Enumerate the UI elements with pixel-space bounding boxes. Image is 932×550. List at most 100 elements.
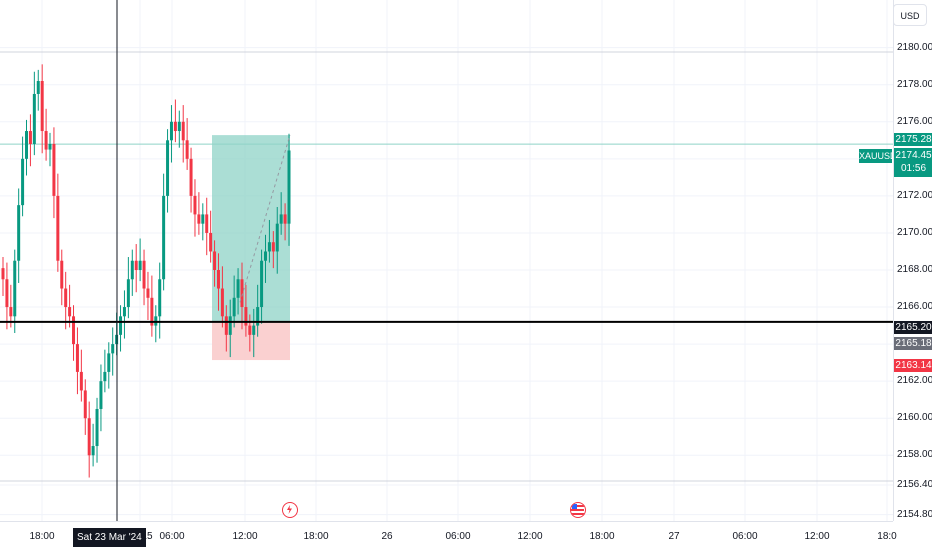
price-tick-label: 2168.00 xyxy=(897,264,932,275)
time-scale[interactable]: 18:0000:1506:0012:0018:002606:0012:0018:… xyxy=(0,521,897,550)
time-tick-label: 18:0 xyxy=(877,531,897,542)
candle-body xyxy=(197,214,201,224)
crosshair-price-tag: 2165.20 xyxy=(894,321,932,334)
candle-body xyxy=(64,288,68,308)
candle-body xyxy=(111,344,115,354)
candle-body xyxy=(142,260,146,289)
candle-body xyxy=(72,316,76,345)
candle-body xyxy=(44,131,48,150)
price-tick-label: 2170.00 xyxy=(897,226,932,238)
candle-body xyxy=(32,93,36,144)
candle-body xyxy=(13,260,17,317)
candle-body xyxy=(83,390,87,419)
candle-body xyxy=(162,195,166,280)
candle-body xyxy=(275,223,279,252)
price-tick-label: 2166.00 xyxy=(897,301,932,313)
candlestick-chart[interactable] xyxy=(0,0,893,521)
economic-event-icon[interactable] xyxy=(282,502,298,518)
candle-body xyxy=(189,158,193,196)
candle-body xyxy=(173,121,177,132)
time-tick-label: 27 xyxy=(668,531,680,542)
candle-body xyxy=(279,214,283,224)
candle-body xyxy=(40,81,44,132)
price-tick-label: 2158.00 xyxy=(897,449,932,461)
candle-body xyxy=(260,260,264,308)
symbol-tag: XAUUSD xyxy=(859,149,893,163)
candle-body xyxy=(169,121,173,141)
candle-body xyxy=(181,121,185,141)
candle-body xyxy=(21,158,25,206)
time-tick-label: 06:00 xyxy=(732,531,758,542)
candle-body xyxy=(193,195,197,215)
candle-body xyxy=(28,131,32,144)
candle-body xyxy=(228,316,232,335)
price-tick-label: 2154.80 xyxy=(897,508,932,520)
current-price-tag: 2174.45 01:56 xyxy=(894,148,932,177)
price-scale[interactable]: USD 2180.002178.002176.002174.002172.002… xyxy=(893,0,932,521)
candle-body xyxy=(25,131,29,159)
currency-button[interactable]: USD xyxy=(893,4,927,26)
candle-body xyxy=(56,195,60,261)
time-tick-label: 06:00 xyxy=(159,531,185,542)
candle-body xyxy=(271,242,275,252)
candle-body xyxy=(122,307,126,317)
candle-body xyxy=(248,325,252,335)
stop-price-tag: 2163.14 xyxy=(894,359,932,372)
candle-body xyxy=(158,279,162,317)
candle-body xyxy=(103,371,107,382)
candle-body xyxy=(244,307,248,326)
candle-body xyxy=(287,150,291,224)
candle-body xyxy=(267,242,271,252)
candle-body xyxy=(150,297,154,326)
time-tick-label: 12:00 xyxy=(517,531,543,542)
candle-body xyxy=(236,279,240,298)
us-flag-event-icon[interactable] xyxy=(570,502,586,518)
price-tick-label: 2162.00 xyxy=(897,375,932,387)
candle-body xyxy=(52,144,56,196)
price-tick-label: 2160.00 xyxy=(897,412,932,424)
candle-body xyxy=(240,279,244,308)
candle-body xyxy=(213,251,217,270)
chart-area[interactable]: XAUUSD xyxy=(0,0,893,521)
candle-body xyxy=(91,446,95,456)
candle-body xyxy=(263,251,267,261)
candle-body xyxy=(87,418,91,456)
candle-body xyxy=(177,121,181,132)
candle-body xyxy=(9,307,13,317)
time-tick-label: 18:00 xyxy=(29,531,55,542)
projection-line xyxy=(239,134,291,303)
candle-body xyxy=(220,288,224,317)
candle-body xyxy=(99,381,103,409)
candle-body xyxy=(75,344,79,372)
candle-body xyxy=(17,205,21,261)
crosshair-time-tag: Sat 23 Mar '24 xyxy=(73,528,146,547)
time-tick-label: 18:00 xyxy=(303,531,329,542)
time-tick-label: 06:00 xyxy=(445,531,471,542)
candle-body xyxy=(166,140,170,196)
candle-body xyxy=(1,268,5,280)
candle-body xyxy=(209,232,213,252)
candle-body xyxy=(68,307,72,317)
bar-countdown: 01:56 xyxy=(900,163,927,174)
candle-body xyxy=(95,408,99,447)
candle-body xyxy=(252,325,256,335)
price-tick-label: 2180.00 xyxy=(897,41,932,53)
candle-body xyxy=(224,316,228,335)
current-price-value: 2174.45 xyxy=(895,150,932,161)
entry-price-tag: 2165.18 xyxy=(894,337,932,350)
candle-body xyxy=(5,279,9,308)
candle-body xyxy=(205,214,209,233)
candle-body xyxy=(134,260,138,270)
candle-body xyxy=(283,214,287,224)
candle-body xyxy=(216,270,220,289)
time-tick-label: 12:00 xyxy=(804,531,830,542)
candle-body xyxy=(36,81,40,94)
candle-body xyxy=(232,297,236,317)
candle-body xyxy=(201,214,205,224)
time-tick-label: 12:00 xyxy=(232,531,258,542)
target-price-tag: 2175.28 xyxy=(894,133,932,146)
candle-body xyxy=(130,260,134,280)
candle-body xyxy=(185,140,189,159)
price-tick-label: 2156.40 xyxy=(897,478,932,490)
candle-body xyxy=(256,307,260,326)
